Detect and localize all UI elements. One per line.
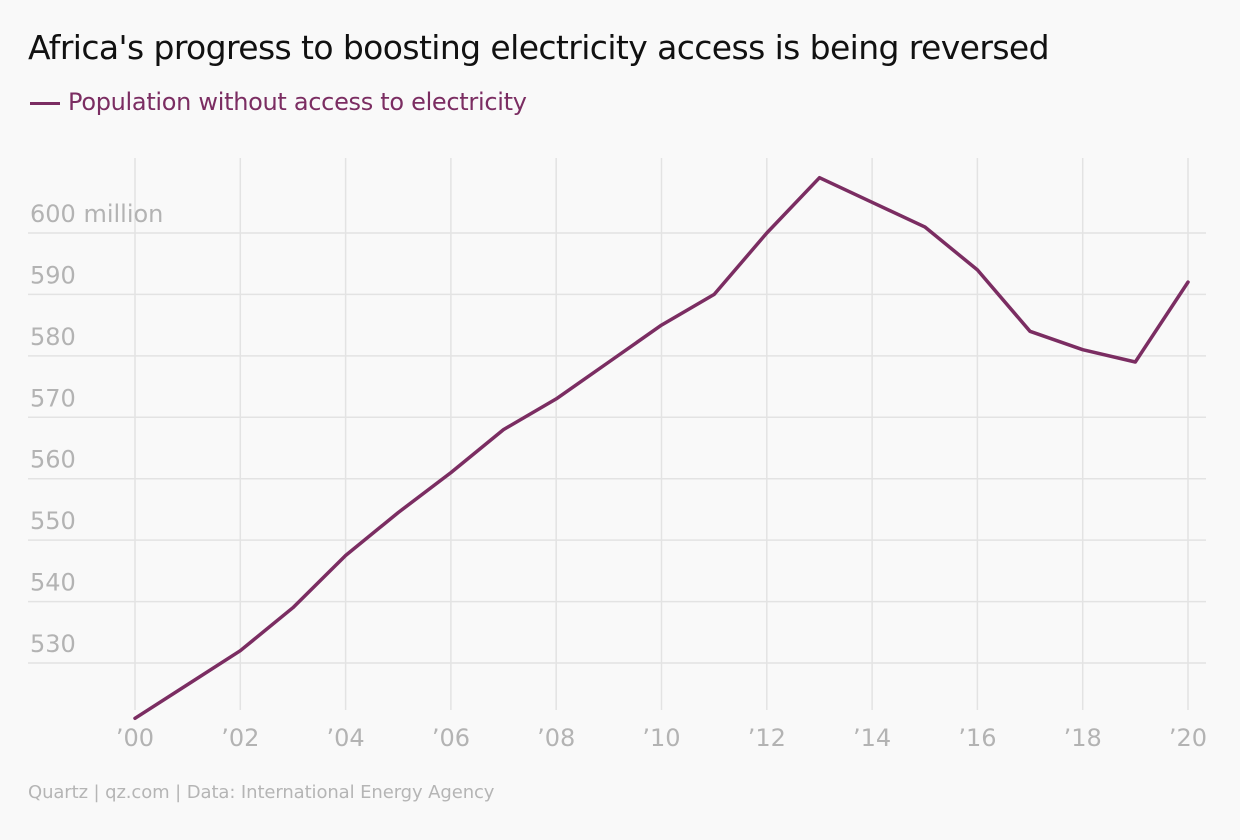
x-tick-label: ’10 xyxy=(642,724,680,752)
x-tick-label: ’06 xyxy=(432,724,470,752)
x-tick-label: ’04 xyxy=(327,724,365,752)
y-tick-label: 570 xyxy=(30,384,76,412)
y-axis-labels: 530 540 550 560 570 580 590 600 million xyxy=(30,200,163,658)
legend-swatch xyxy=(30,101,60,105)
x-tick-label: ’12 xyxy=(748,724,786,752)
x-tick-label: ’20 xyxy=(1169,724,1207,752)
legend: Population without access to electricity xyxy=(30,88,527,116)
y-tick-label: 580 xyxy=(30,323,76,351)
x-gridlines xyxy=(134,158,1189,710)
legend-label: Population without access to electricity xyxy=(68,88,527,116)
x-tick-label: ’16 xyxy=(958,724,996,752)
chart-title: Africa's progress to boosting electricit… xyxy=(28,28,1050,67)
x-axis-labels: ’00 ’02 ’04 ’06 ’08 ’10 ’12 ’14 ’16 ’18 ’20 xyxy=(116,724,1207,752)
y-tick-label: 550 xyxy=(30,507,76,535)
x-tick-label: ’14 xyxy=(853,724,891,752)
series-line xyxy=(133,175,1190,721)
y-tick-label: 600 million xyxy=(30,200,163,228)
x-tick-label: ’08 xyxy=(537,724,575,752)
x-tick-label: ’02 xyxy=(221,724,259,752)
y-tick-label: 540 xyxy=(30,569,76,597)
y-tick-label: 530 xyxy=(30,630,76,658)
x-tick-label: ’00 xyxy=(116,724,154,752)
y-gridlines xyxy=(28,232,1206,664)
source-footer: Quartz | qz.com | Data: International En… xyxy=(28,782,495,803)
y-tick-label: 560 xyxy=(30,446,76,474)
y-tick-label: 590 xyxy=(30,261,76,289)
x-tick-label: ’18 xyxy=(1064,724,1102,752)
series-group xyxy=(133,175,1190,721)
